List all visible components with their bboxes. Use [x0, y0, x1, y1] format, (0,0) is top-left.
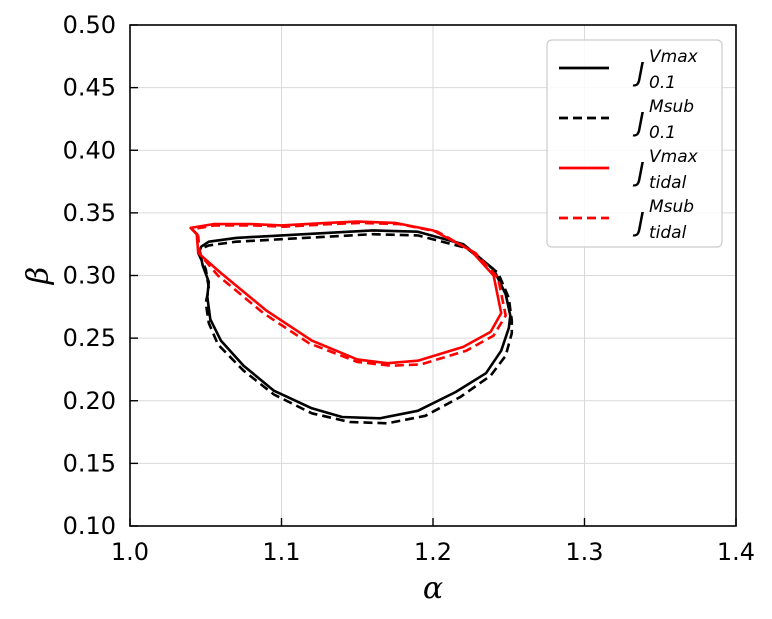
- y-tick-label: 0.10: [63, 512, 116, 540]
- legend-label-sup-1: Vmax: [649, 47, 699, 67]
- series-line-4: [190, 221, 508, 368]
- y-axis-label: β: [21, 267, 56, 285]
- series-line-2: [196, 232, 514, 425]
- x-tick-label: 1.1: [262, 538, 300, 566]
- series-line-1: [198, 229, 512, 420]
- legend-label-sub-3: tidal: [649, 173, 687, 193]
- series-group: [189, 220, 514, 425]
- ticks: 1.0 1.1 1.2 1.3 1.4 0.10 0.15 0.20 0.25 0.30 0.35 0…: [63, 11, 756, 566]
- legend-label-sup-2: Msub: [649, 97, 694, 117]
- y-tick-label: 0.25: [63, 324, 116, 352]
- x-tick-label: 1.2: [414, 538, 452, 566]
- legend-label-sub-4: tidal: [649, 223, 687, 243]
- x-tick-label: 1.4: [717, 538, 755, 566]
- x-tick-label: 1.0: [111, 538, 149, 566]
- x-tick-label: 1.3: [565, 538, 603, 566]
- y-tick-label: 0.40: [63, 136, 116, 164]
- legend-label-sup-3: Vmax: [649, 147, 699, 167]
- legend-label-sup-4: Msub: [649, 197, 694, 217]
- legend-label-sub-1: 0.1: [649, 73, 676, 93]
- legend-box: [546, 39, 723, 248]
- y-tick-label: 0.50: [63, 11, 116, 39]
- x-axis-label: α: [423, 571, 443, 606]
- legend-label-sub-2: 0.1: [649, 123, 676, 143]
- y-tick-label: 0.15: [63, 449, 116, 477]
- y-tick-label: 0.45: [63, 74, 116, 102]
- series-line-3: [189, 220, 503, 365]
- y-tick-label: 0.35: [63, 199, 116, 227]
- y-tick-label: 0.30: [63, 262, 116, 290]
- y-tick-label: 0.20: [63, 387, 116, 415]
